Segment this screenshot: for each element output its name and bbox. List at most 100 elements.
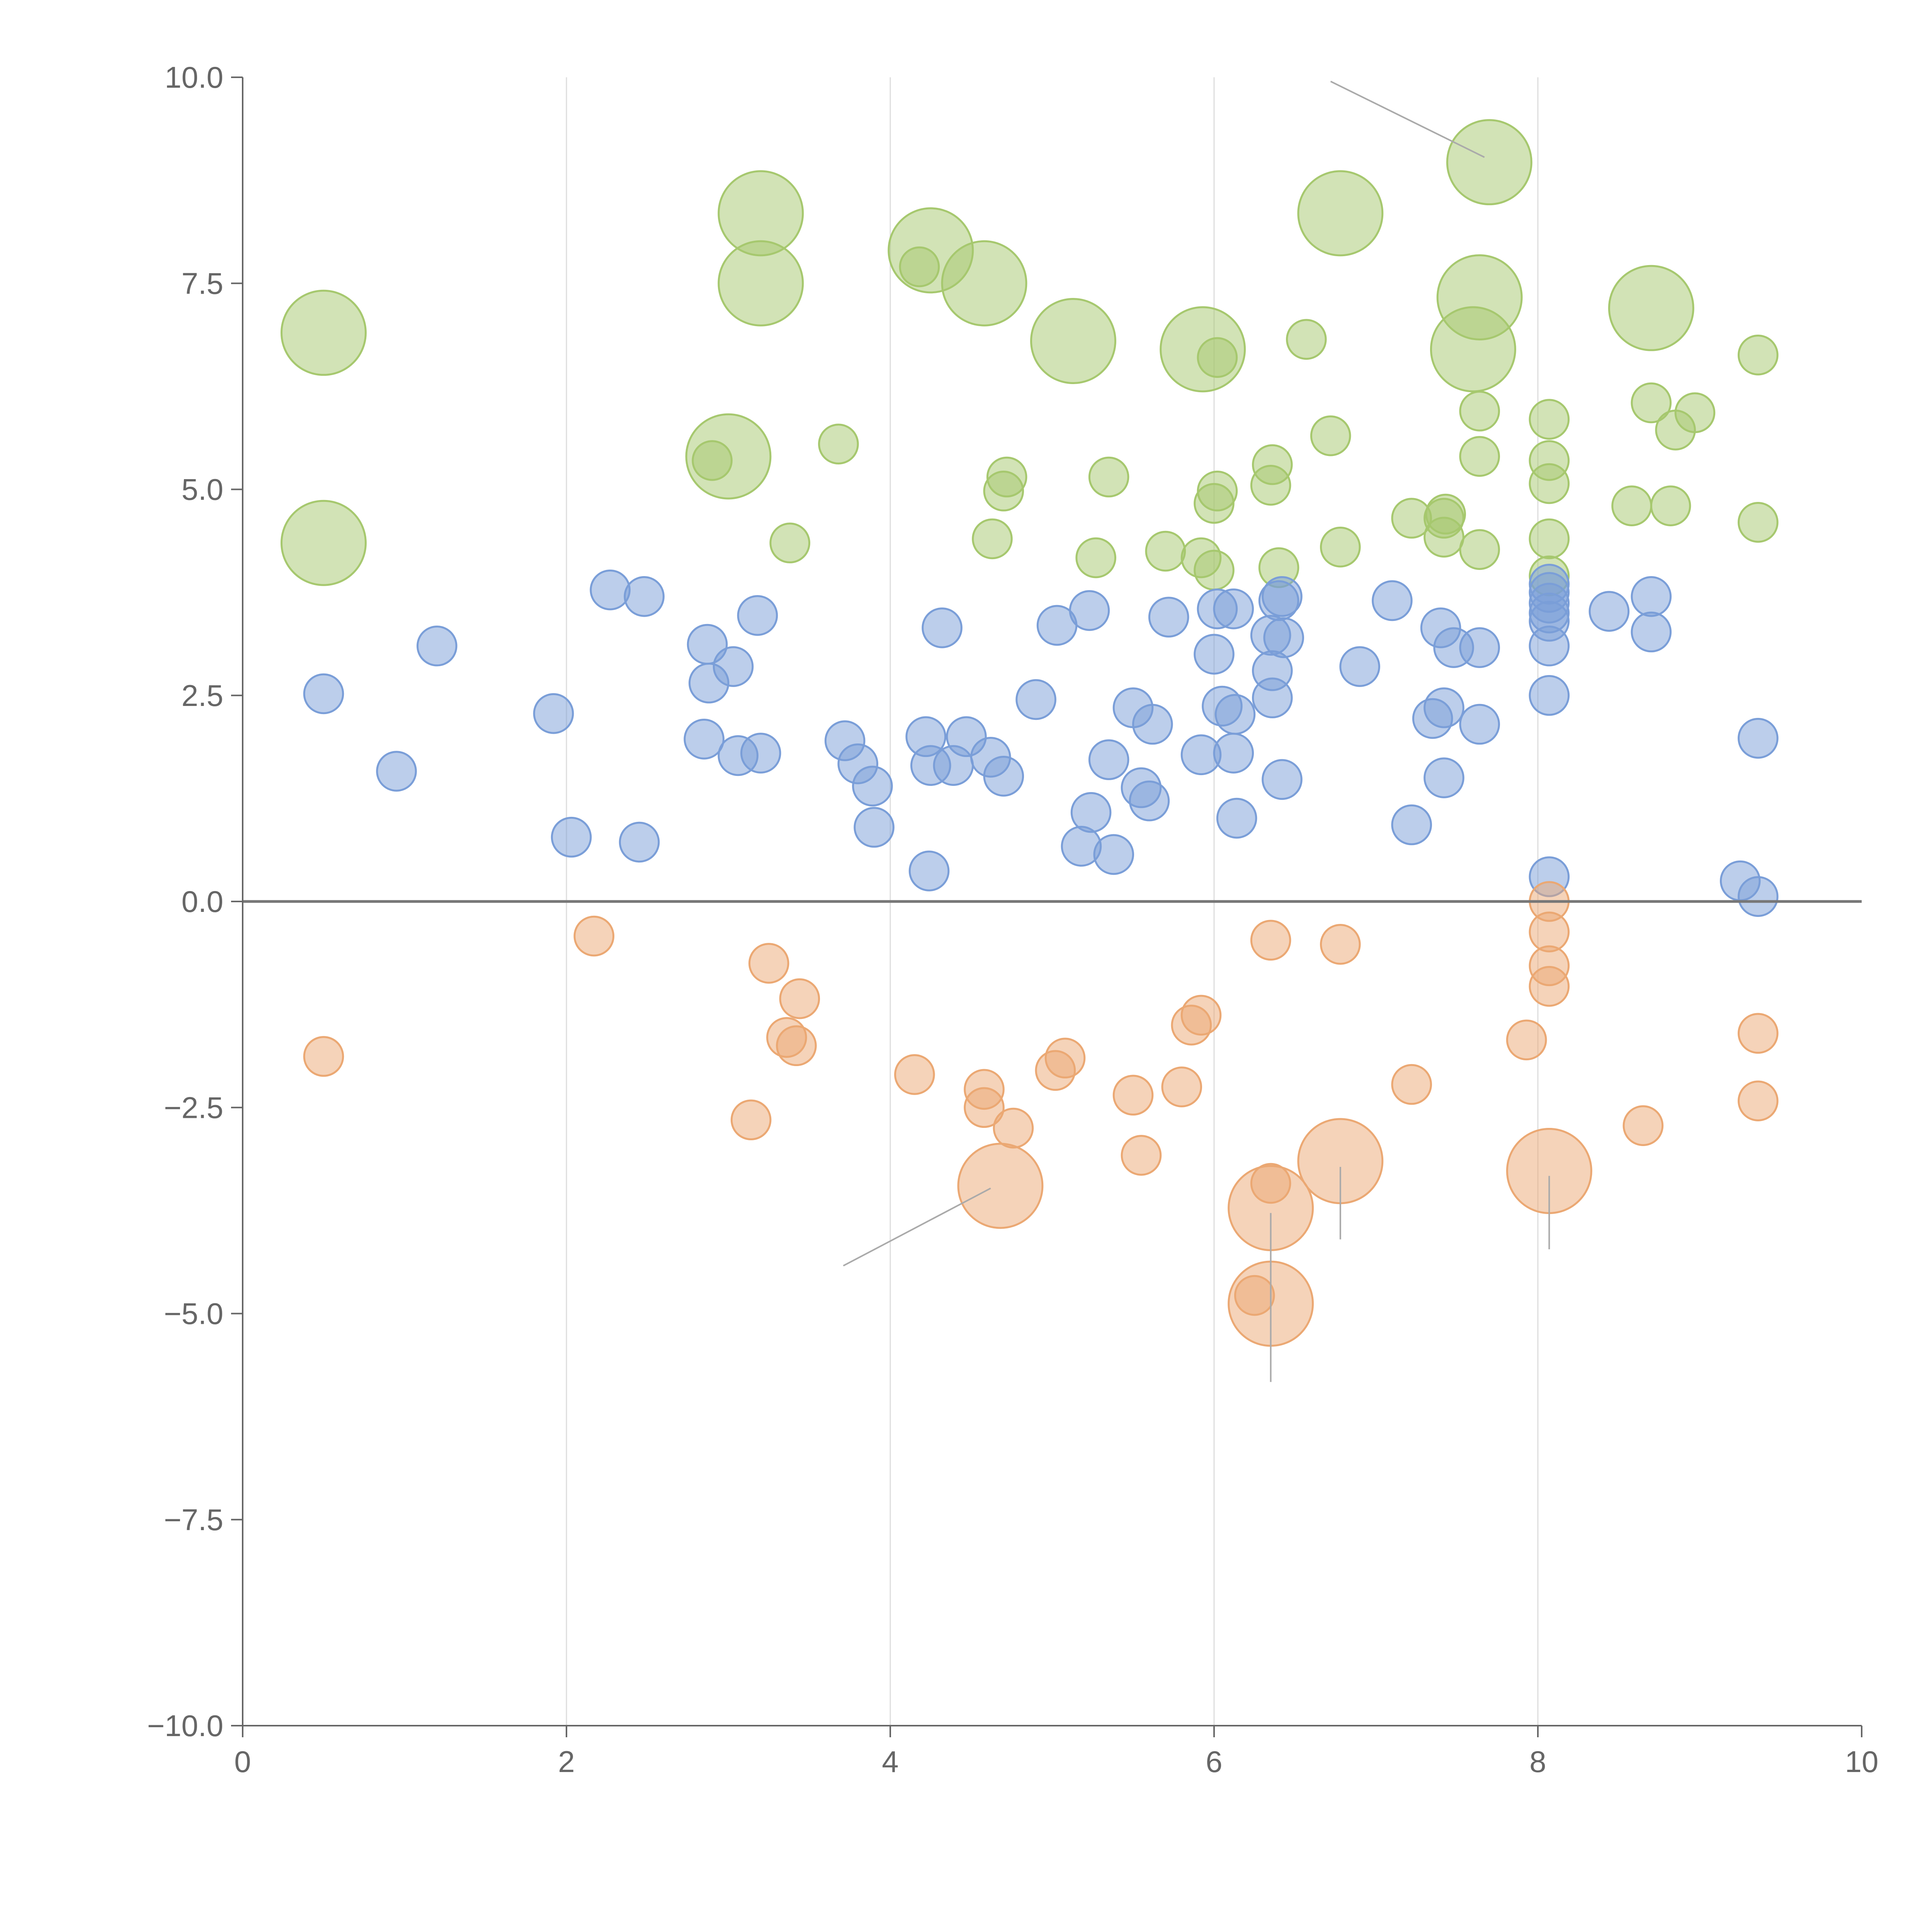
x-axis-ticks: 0 2 4 6 8 10 — [234, 1726, 1878, 1779]
point-orange-6 — [779, 978, 820, 1019]
point-blue-32 — [1088, 739, 1129, 780]
point-green-38 — [1459, 436, 1500, 477]
point-orange-27 — [1506, 1019, 1547, 1061]
y-tick-label: 5.0 — [182, 473, 223, 507]
point-orange-5 — [776, 1025, 817, 1066]
point-blue-49 — [1252, 677, 1293, 718]
point-green-48 — [1631, 382, 1672, 423]
point-green-15 — [1075, 537, 1116, 578]
point-green-20 — [1194, 549, 1235, 591]
y-tick-label: 10.0 — [165, 60, 223, 94]
point-green-3 — [685, 413, 772, 500]
point-blue-0 — [303, 673, 344, 714]
x-tick-label: 4 — [882, 1745, 898, 1779]
point-blue-44 — [1213, 733, 1254, 774]
point-blue-51 — [1262, 576, 1303, 617]
point-green-16 — [1088, 456, 1129, 498]
point-blue-69 — [1529, 625, 1570, 667]
point-orange-9 — [964, 1087, 1005, 1128]
point-blue-36 — [1129, 780, 1170, 821]
point-orange-1 — [573, 915, 615, 957]
point-orange-14 — [1112, 1075, 1154, 1116]
point-orange-26 — [1391, 1064, 1432, 1105]
point-green-28 — [1310, 415, 1351, 456]
point-blue-18 — [854, 807, 895, 848]
point-blue-63 — [1459, 704, 1500, 745]
point-green-36 — [1436, 254, 1523, 340]
point-green-10 — [941, 240, 1027, 327]
point-blue-26 — [983, 756, 1024, 797]
leader-line-0 — [1330, 80, 1485, 158]
point-blue-45 — [1214, 694, 1256, 735]
point-green-46 — [1611, 485, 1652, 526]
point-orange-31 — [1529, 966, 1570, 1007]
point-orange-20 — [1250, 920, 1291, 961]
point-green-29 — [1297, 170, 1384, 257]
leader-line-1 — [843, 1187, 991, 1267]
point-blue-56 — [1391, 804, 1432, 845]
series-blue — [303, 564, 1779, 917]
point-blue-33 — [1093, 834, 1134, 875]
point-green-5 — [718, 240, 804, 327]
point-green-52 — [1738, 335, 1779, 376]
point-green-37 — [1459, 529, 1500, 570]
point-orange-18 — [1180, 995, 1222, 1036]
point-green-6 — [769, 522, 810, 563]
point-orange-11 — [993, 1107, 1034, 1149]
y-tick-label: −2.5 — [164, 1090, 223, 1124]
point-orange-10 — [957, 1143, 1044, 1229]
point-blue-5 — [590, 569, 631, 611]
data-points — [281, 119, 1779, 1347]
x-tick-label: 10 — [1845, 1745, 1879, 1779]
point-green-47 — [1608, 265, 1694, 351]
point-green-0 — [281, 289, 367, 376]
y-tick-label: 2.5 — [182, 679, 223, 713]
point-blue-1 — [376, 751, 417, 792]
point-green-14 — [1030, 298, 1116, 384]
point-blue-22 — [922, 607, 963, 648]
point-blue-27 — [1015, 679, 1056, 720]
point-blue-13 — [737, 595, 778, 636]
point-green-39 — [1459, 391, 1500, 432]
point-green-49 — [1650, 485, 1691, 526]
point-blue-70 — [1529, 675, 1570, 716]
point-blue-72 — [1588, 591, 1630, 632]
point-green-22 — [1197, 470, 1238, 512]
point-blue-62 — [1459, 627, 1500, 668]
point-green-25 — [1252, 444, 1293, 485]
point-blue-7 — [624, 576, 665, 617]
y-axis-ticks: −10.0 −7.5 −5.0 −2.5 0.0 2.5 5.0 7.5 10.0 — [147, 60, 243, 1743]
point-blue-14 — [740, 733, 781, 774]
point-blue-3 — [533, 693, 574, 734]
point-orange-24 — [1320, 924, 1361, 965]
point-green-42 — [1529, 518, 1570, 560]
y-tick-label: −7.5 — [164, 1503, 223, 1537]
point-blue-2 — [417, 625, 457, 667]
point-orange-2 — [730, 1099, 772, 1141]
point-blue-54 — [1339, 646, 1380, 687]
point-orange-7 — [894, 1054, 935, 1095]
point-green-44 — [1529, 440, 1570, 481]
point-blue-76 — [1738, 718, 1779, 759]
x-tick-label: 8 — [1529, 1745, 1546, 1779]
point-blue-43 — [1213, 588, 1254, 629]
point-orange-15 — [1121, 1135, 1162, 1176]
x-tick-label: 0 — [234, 1745, 251, 1779]
point-orange-35 — [1738, 1080, 1779, 1121]
point-green-7 — [818, 423, 859, 464]
point-green-1 — [281, 500, 367, 586]
point-blue-77 — [1738, 876, 1779, 917]
point-blue-20 — [908, 850, 950, 891]
point-green-53 — [1738, 502, 1779, 543]
point-orange-34 — [1738, 1013, 1779, 1054]
point-green-34 — [1425, 493, 1466, 535]
point-blue-6 — [619, 821, 660, 863]
point-green-13 — [986, 456, 1027, 498]
point-blue-38 — [1148, 597, 1189, 638]
y-tick-label: −10.0 — [147, 1709, 223, 1743]
point-blue-37 — [1132, 704, 1173, 745]
point-green-51 — [1674, 392, 1716, 433]
point-orange-3 — [748, 943, 789, 984]
point-blue-74 — [1631, 611, 1672, 653]
point-green-23 — [1197, 337, 1238, 378]
